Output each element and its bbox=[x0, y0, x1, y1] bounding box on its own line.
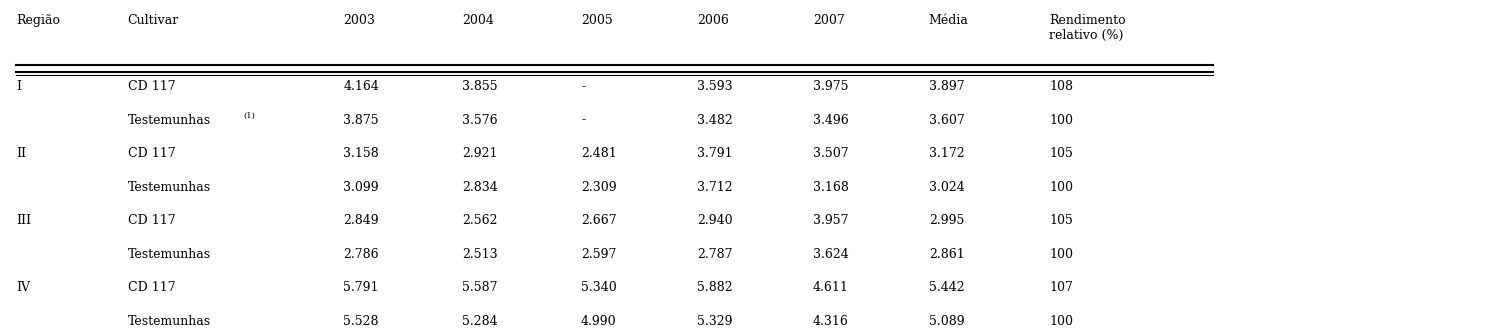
Text: 3.507: 3.507 bbox=[813, 147, 849, 160]
Text: 2003: 2003 bbox=[344, 14, 375, 27]
Text: 2.921: 2.921 bbox=[462, 147, 497, 160]
Text: II: II bbox=[16, 147, 27, 160]
Text: 5.587: 5.587 bbox=[462, 281, 497, 294]
Text: Região: Região bbox=[16, 14, 60, 27]
Text: CD 117: CD 117 bbox=[128, 214, 176, 227]
Text: 3.576: 3.576 bbox=[462, 114, 497, 127]
Text: 3.593: 3.593 bbox=[697, 80, 733, 93]
Text: 3.172: 3.172 bbox=[929, 147, 965, 160]
Text: Testemunhas: Testemunhas bbox=[128, 315, 211, 328]
Text: 2.309: 2.309 bbox=[581, 181, 616, 194]
Text: 5.442: 5.442 bbox=[929, 281, 965, 294]
Text: 2.861: 2.861 bbox=[929, 248, 965, 261]
Text: 3.897: 3.897 bbox=[929, 80, 965, 93]
Text: 2004: 2004 bbox=[462, 14, 494, 27]
Text: 105: 105 bbox=[1050, 214, 1074, 227]
Text: 108: 108 bbox=[1050, 80, 1074, 93]
Text: 100: 100 bbox=[1050, 114, 1074, 127]
Text: IV: IV bbox=[16, 281, 30, 294]
Text: 3.607: 3.607 bbox=[929, 114, 965, 127]
Text: 3.875: 3.875 bbox=[344, 114, 378, 127]
Text: 4.611: 4.611 bbox=[813, 281, 849, 294]
Text: 3.957: 3.957 bbox=[813, 214, 849, 227]
Text: Testemunhas: Testemunhas bbox=[128, 114, 211, 127]
Text: 5.089: 5.089 bbox=[929, 315, 965, 328]
Text: 5.284: 5.284 bbox=[462, 315, 497, 328]
Text: 2007: 2007 bbox=[813, 14, 844, 27]
Text: I: I bbox=[16, 80, 21, 93]
Text: 3.158: 3.158 bbox=[344, 147, 380, 160]
Text: Testemunhas: Testemunhas bbox=[128, 181, 211, 194]
Text: 3.855: 3.855 bbox=[462, 80, 497, 93]
Text: 2.786: 2.786 bbox=[344, 248, 378, 261]
Text: -: - bbox=[581, 80, 585, 93]
Text: 4.990: 4.990 bbox=[581, 315, 616, 328]
Text: 2.481: 2.481 bbox=[581, 147, 616, 160]
Text: 2.834: 2.834 bbox=[462, 181, 497, 194]
Text: 3.482: 3.482 bbox=[697, 114, 733, 127]
Text: 3.099: 3.099 bbox=[344, 181, 378, 194]
Text: Rendimento
relativo (%): Rendimento relativo (%) bbox=[1050, 14, 1126, 42]
Text: 2.513: 2.513 bbox=[462, 248, 497, 261]
Text: Média: Média bbox=[929, 14, 969, 27]
Text: CD 117: CD 117 bbox=[128, 281, 176, 294]
Text: 107: 107 bbox=[1050, 281, 1074, 294]
Text: -: - bbox=[581, 114, 585, 127]
Text: CD 117: CD 117 bbox=[128, 80, 176, 93]
Text: (1): (1) bbox=[244, 112, 256, 120]
Text: 5.791: 5.791 bbox=[344, 281, 378, 294]
Text: 3.624: 3.624 bbox=[813, 248, 849, 261]
Text: 2.787: 2.787 bbox=[697, 248, 733, 261]
Text: Cultivar: Cultivar bbox=[128, 14, 179, 27]
Text: 3.024: 3.024 bbox=[929, 181, 965, 194]
Text: 4.316: 4.316 bbox=[813, 315, 849, 328]
Text: 2.849: 2.849 bbox=[344, 214, 378, 227]
Text: 2.667: 2.667 bbox=[581, 214, 616, 227]
Text: 3.791: 3.791 bbox=[697, 147, 733, 160]
Text: 2.597: 2.597 bbox=[581, 248, 616, 261]
Text: 105: 105 bbox=[1050, 147, 1074, 160]
Text: 4.164: 4.164 bbox=[344, 80, 380, 93]
Text: 2.995: 2.995 bbox=[929, 214, 965, 227]
Text: 3.496: 3.496 bbox=[813, 114, 849, 127]
Text: 5.329: 5.329 bbox=[697, 315, 733, 328]
Text: 100: 100 bbox=[1050, 181, 1074, 194]
Text: 100: 100 bbox=[1050, 248, 1074, 261]
Text: 2005: 2005 bbox=[581, 14, 613, 27]
Text: Testemunhas: Testemunhas bbox=[128, 248, 211, 261]
Text: 3.168: 3.168 bbox=[813, 181, 849, 194]
Text: 5.528: 5.528 bbox=[344, 315, 378, 328]
Text: CD 117: CD 117 bbox=[128, 147, 176, 160]
Text: 5.340: 5.340 bbox=[581, 281, 616, 294]
Text: 2.940: 2.940 bbox=[697, 214, 733, 227]
Text: 100: 100 bbox=[1050, 315, 1074, 328]
Text: 3.975: 3.975 bbox=[813, 80, 849, 93]
Text: 5.882: 5.882 bbox=[697, 281, 733, 294]
Text: 3.712: 3.712 bbox=[697, 181, 733, 194]
Text: 2006: 2006 bbox=[697, 14, 728, 27]
Text: 2.562: 2.562 bbox=[462, 214, 497, 227]
Text: III: III bbox=[16, 214, 31, 227]
